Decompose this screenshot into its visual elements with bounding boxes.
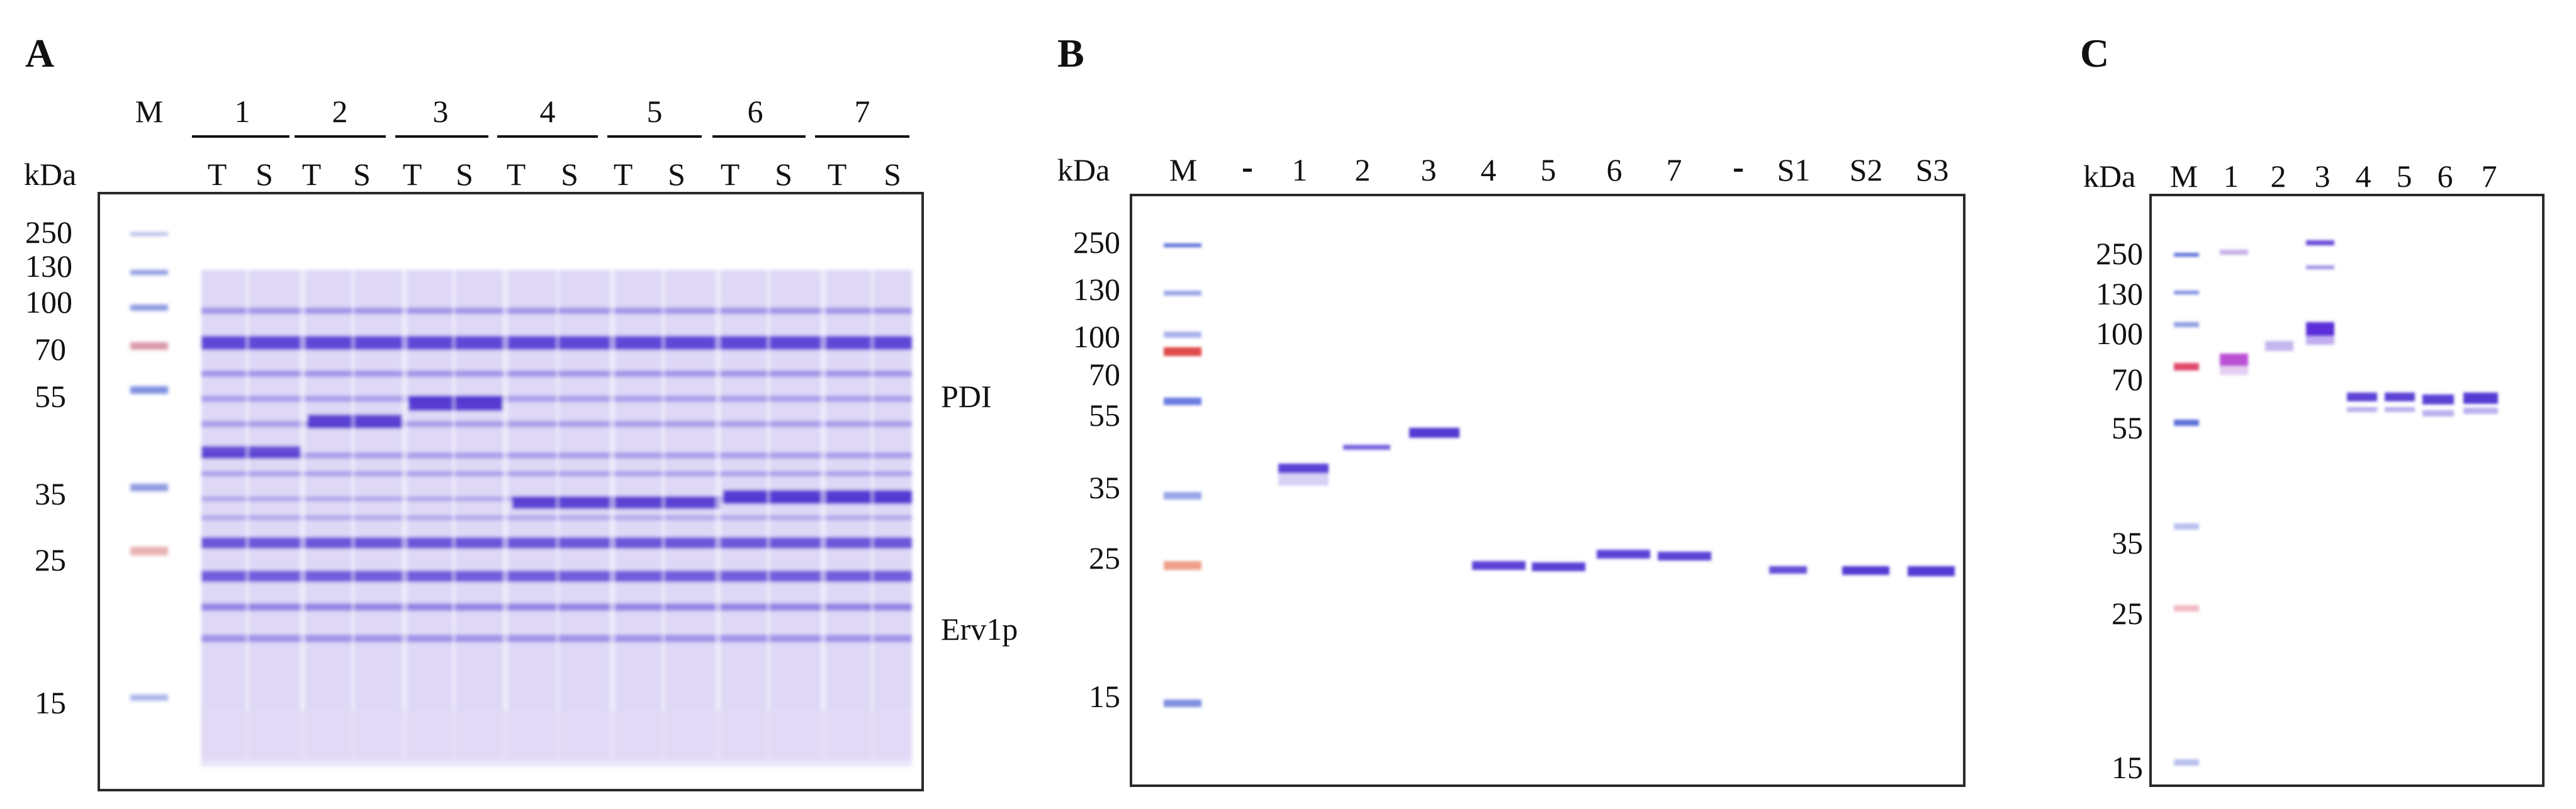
panel-b-bands — [1278, 428, 1955, 576]
panel-a-marker-lane — [130, 232, 168, 701]
panel-a-ladder-15: 15 — [35, 685, 66, 720]
panel-b-lane-s1: S1 — [1777, 152, 1811, 187]
panel-b-lane-m: M — [1169, 152, 1198, 187]
panel-b-lane-2: 2 — [1354, 152, 1371, 187]
panel-a-gel-image — [98, 192, 924, 791]
panel-a-lane-s: S — [456, 157, 473, 192]
panel-c-lane-m: M — [2169, 159, 2198, 194]
panel-c-marker-lane — [2174, 253, 2199, 766]
panel-c-ladder-130: 130 — [2096, 276, 2143, 311]
panel-a-group-2: 2 — [332, 94, 348, 129]
panel-b-lane-6: 6 — [1606, 152, 1623, 187]
panel-a-ladder-250: 250 — [25, 215, 72, 250]
panel-a-ladder-55: 55 — [35, 379, 66, 414]
panel-c-lane-6: 6 — [2437, 159, 2453, 194]
panel-b-lane-5: 5 — [1540, 152, 1556, 187]
panel-c-lane-3: 3 — [2314, 159, 2331, 194]
panel-b-lane-blank-2 — [1734, 169, 1743, 172]
panel-c-lane-5: 5 — [2396, 159, 2412, 194]
panel-b-gel-image — [1130, 194, 1966, 787]
panel-b-ladder-55: 55 — [1089, 398, 1120, 433]
panel-a-lane-s: S — [775, 157, 792, 192]
panel-a-ladder-70: 70 — [35, 332, 66, 367]
panel-a-lane-s: S — [561, 157, 578, 192]
panel-a-lane-t: T — [827, 157, 847, 192]
panel-c-lane-4: 4 — [2355, 159, 2371, 194]
panel-c-ladder-15: 15 — [2112, 750, 2143, 785]
panel-c-lane-1: 1 — [2223, 159, 2239, 194]
panel-b-ladder-25: 25 — [1089, 540, 1120, 576]
panel-b-ladder-250: 250 — [1073, 225, 1120, 260]
panel-b-ladder-100: 100 — [1073, 319, 1120, 354]
panel-a-annotation-pdi: PDI — [941, 379, 992, 414]
panel-b-ladder-15: 15 — [1089, 679, 1120, 714]
panel-a-lane-t: T — [301, 157, 322, 192]
panel-b-lane-7: 7 — [1666, 152, 1682, 187]
panel-a-group-5: 5 — [646, 94, 663, 129]
panel-a-lane-s: S — [256, 157, 273, 192]
panel-b-kda-label: kDa — [1057, 152, 1110, 187]
panel-a-ladder-25: 25 — [35, 542, 66, 577]
panel-c-letter: C — [2080, 31, 2110, 75]
panel-c-ladder-250: 250 — [2096, 236, 2143, 271]
panel-b-ladder-35: 35 — [1089, 470, 1120, 505]
panel-c-ladder-35: 35 — [2112, 525, 2143, 561]
panel-b-lane-1: 1 — [1291, 152, 1308, 187]
panel-a-kda-label: kDa — [24, 157, 77, 192]
panel-a-group-underline — [295, 135, 386, 138]
panel-a-letter: A — [25, 31, 55, 75]
panel-c-lane-2: 2 — [2270, 159, 2286, 194]
panel-b-ladder-70: 70 — [1089, 357, 1120, 392]
panel-b-ladder-130: 130 — [1073, 272, 1120, 307]
panel-a-group-underline — [497, 135, 598, 138]
panel-a-lane-s: S — [668, 157, 685, 192]
panel-c-gel-image — [2149, 194, 2545, 787]
panel-b-lane-4: 4 — [1480, 152, 1497, 187]
panel-a-group-3: 3 — [432, 94, 449, 129]
panel-a-lane-t: T — [506, 157, 526, 192]
panel-a-group-underline — [815, 135, 909, 138]
panel-a-group-underline — [607, 135, 702, 138]
panel-a-group-1: 1 — [234, 94, 250, 129]
panel-c-lane-7: 7 — [2481, 159, 2497, 194]
panel-a-group-underline — [395, 135, 488, 138]
panel-a-group-underline — [712, 135, 806, 138]
panel-a-lane-s: S — [353, 157, 371, 192]
panel-a-group-4: 4 — [539, 94, 556, 129]
panel-a-ladder-100: 100 — [25, 284, 72, 320]
panel-b-lane-blank-1 — [1243, 169, 1252, 172]
panel-a-lane-t: T — [720, 157, 740, 192]
panel-c-bands — [2220, 240, 2498, 416]
panel-c-ladder-25: 25 — [2112, 596, 2143, 631]
panel-b-lane-3: 3 — [1420, 152, 1437, 187]
panel-a-ladder-130: 130 — [25, 248, 72, 284]
panel-b-lane-s2: S2 — [1849, 152, 1883, 187]
panel-a-lane-s: S — [884, 157, 901, 192]
panel-a-lane-t: T — [613, 157, 633, 192]
panel-c-kda-label: kDa — [2083, 159, 2136, 194]
panel-c-ladder-70: 70 — [2112, 362, 2143, 397]
panel-a-group-7: 7 — [854, 94, 870, 129]
panel-b-lane-s3: S3 — [1915, 152, 1949, 187]
panel-b-marker-lane — [1164, 243, 1201, 707]
panel-a-annotation-erv1p: Erv1p — [941, 611, 1018, 647]
panel-a-ladder-35: 35 — [35, 476, 66, 511]
panel-c-ladder-100: 100 — [2096, 316, 2143, 351]
panel-a-lane-t: T — [207, 157, 227, 192]
panel-c-ladder-55: 55 — [2112, 410, 2143, 445]
panel-b-letter: B — [1057, 31, 1084, 75]
panel-a-marker-label: M — [135, 94, 164, 129]
panel-a-group-6: 6 — [747, 94, 763, 129]
panel-a-group-underline — [192, 135, 290, 138]
panel-a-lane-t: T — [402, 157, 422, 192]
